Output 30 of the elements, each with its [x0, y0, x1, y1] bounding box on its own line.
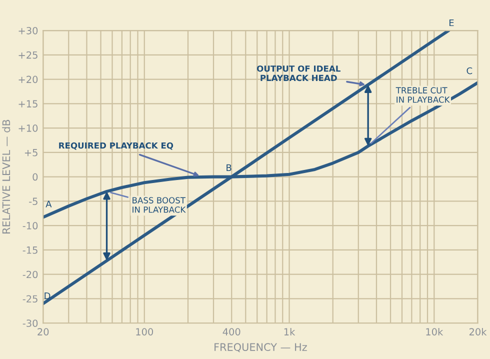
- annotation: A: [46, 200, 52, 208]
- x-tick-label: 10k: [426, 328, 444, 336]
- annotation: B: [226, 164, 232, 171]
- y-tick-label: +20: [18, 76, 38, 84]
- y-tick-label: -30: [22, 320, 38, 327]
- y-tick-label: +5: [24, 149, 38, 156]
- x-tick-label: 100: [136, 328, 154, 336]
- y-tick-label: -5: [29, 198, 38, 206]
- x-tick-label: 400: [222, 328, 240, 336]
- y-tick-label: -25: [22, 295, 38, 303]
- y-tick-label: +30: [18, 26, 38, 34]
- annotation: E: [449, 19, 454, 26]
- x-tick-label: 20k: [469, 328, 487, 336]
- y-tick-label: +10: [18, 124, 38, 132]
- x-tick-label: 1k: [284, 328, 296, 336]
- x-tick-label: 20: [38, 328, 49, 336]
- y-tick-label: +25: [18, 51, 38, 59]
- y-tick-label: +15: [18, 100, 38, 108]
- annotation: C: [466, 67, 472, 74]
- annotation: BASS BOOST IN PLAYBACK: [132, 197, 186, 213]
- annotation: OUTPUT OF IDEAL PLAYBACK HEAD: [256, 65, 340, 82]
- x-axis-title: FREQUENCY — Hz: [214, 343, 307, 352]
- y-tick-label: -15: [22, 246, 38, 254]
- annotation: D: [44, 292, 50, 300]
- y-tick-label: -20: [22, 270, 38, 278]
- y-axis-title: RELATIVE LEVEL — dB: [2, 120, 10, 234]
- annotation: REQUIRED PLAYBACK EQ: [59, 142, 174, 150]
- y-tick-label: 0: [32, 173, 38, 181]
- annotation: TREBLE CUT IN PLAYBACK: [396, 87, 450, 103]
- y-tick-label: -10: [22, 222, 38, 230]
